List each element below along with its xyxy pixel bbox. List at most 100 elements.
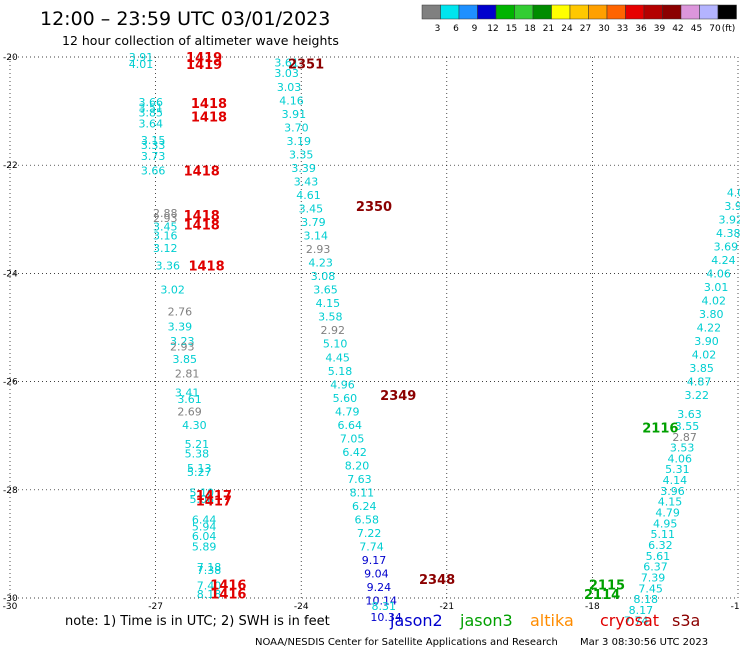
- y-tick-label: -20: [3, 53, 18, 63]
- wave-height-value: 3.23: [170, 335, 195, 348]
- colorbar-label: 18: [524, 24, 536, 34]
- wave-height-value: 5.89: [192, 541, 217, 554]
- wave-height-value: 2.76: [168, 305, 193, 318]
- wave-height-value: 3.73: [141, 150, 166, 163]
- wave-height-value: 3.66: [141, 165, 166, 178]
- wave-height-value: 5.10: [189, 487, 214, 500]
- wave-height-value: 3.15: [141, 134, 166, 147]
- wave-height-value: 3.45: [153, 220, 178, 233]
- colorbar-swatch: [699, 4, 719, 20]
- wave-height-value: 6.32: [648, 539, 673, 552]
- wave-height-value: 5.21: [185, 438, 210, 451]
- wave-height-value: 2.81: [175, 367, 200, 380]
- wave-height-value: 7.74: [359, 541, 384, 554]
- pass-number-label: 1418: [191, 111, 227, 126]
- x-tick-label: -15: [731, 602, 740, 612]
- pass-number-label: 2116: [642, 422, 678, 437]
- y-tick-label: -24: [3, 269, 18, 279]
- wave-height-value: 3.02: [160, 284, 185, 297]
- colorbar-swatch: [458, 4, 478, 20]
- wave-height-value: 7.38: [197, 564, 222, 577]
- wave-height-value: 7.63: [347, 473, 372, 486]
- wave-height-value: 7.45: [638, 582, 663, 595]
- wave-height-value: 3.08: [311, 270, 336, 283]
- colorbar-label: 36: [635, 24, 647, 34]
- colorbar-label: 15: [506, 24, 517, 34]
- wave-height-value: 7.05: [340, 432, 365, 445]
- wave-height-value: 6.58: [354, 514, 379, 527]
- colorbar-swatch: [643, 4, 663, 20]
- wave-height-value: 3.16: [153, 230, 178, 243]
- axis-ticks: -30 -27 -24 -21 -18 -15 -20 -22 -24 -26 -28 -30: [3, 53, 740, 612]
- wave-height-value: 8.18: [197, 588, 222, 601]
- pass-number-label: 2349: [380, 389, 416, 404]
- wave-height-value: 4.14: [663, 474, 688, 487]
- colorbar-swatch: [588, 4, 608, 20]
- wave-height-value: 2.93: [153, 212, 178, 225]
- wave-height-value: 3.43: [294, 175, 319, 188]
- wave-height-value: 9.24: [367, 581, 392, 594]
- wave-height-value: 4.02: [692, 349, 717, 362]
- wave-height-value: 3.61: [177, 393, 202, 406]
- colorbar-swatch: [551, 4, 571, 20]
- wave-height-value: 3.66: [138, 96, 163, 109]
- colorbar-label: 9: [472, 24, 478, 34]
- wave-height-value: 3.90: [694, 335, 719, 348]
- colorbar-label: 70: [709, 24, 721, 34]
- footer-credit: NOAA/NESDIS Center for Satellite Applica…: [255, 637, 558, 648]
- wave-height-value: 5.13: [187, 462, 212, 475]
- wave-height-value: 5.11: [651, 528, 676, 541]
- x-tick-label: -30: [3, 602, 18, 612]
- wave-height-value: 3.22: [684, 389, 709, 402]
- wave-height-value: 4.06: [668, 452, 693, 465]
- wave-height-value: 3.64: [138, 118, 163, 131]
- colorbar-label: 42: [672, 24, 683, 34]
- wave-height-value: 7.18: [197, 561, 222, 574]
- wave-height-value: 4.96: [330, 378, 355, 391]
- wave-height-value: 5.31: [665, 463, 690, 476]
- wave-height-value: 8.31: [371, 600, 396, 613]
- legend-jason3: jason3: [459, 611, 513, 630]
- wave-height-value: 4.45: [325, 351, 350, 364]
- wave-height-value: 3.79: [301, 216, 326, 229]
- wave-height-value: 3.55: [675, 420, 700, 433]
- wave-height-value: 9.17: [362, 554, 387, 567]
- wave-height-value: 8.18: [634, 593, 659, 606]
- colorbar-swatch: [532, 4, 552, 20]
- colorbar-label: 33: [617, 24, 628, 34]
- wave-height-value: 7.39: [641, 571, 666, 584]
- y-tick-label: -30: [3, 594, 18, 604]
- wave-height-value: 3.19: [287, 135, 312, 148]
- wave-height-value: 3.80: [699, 308, 724, 321]
- wave-height-value: 3.35: [289, 148, 314, 161]
- colorbar-label: 45: [691, 24, 702, 34]
- wave-height-value: 3.9: [724, 200, 740, 213]
- colorbar: 3 6 9 12 15 18 21 24 27 30 33 36 39 42 45 70 (ft): [421, 4, 737, 34]
- wave-height-value: 3.03: [274, 67, 299, 80]
- colorbar-label: 27: [580, 24, 591, 34]
- colorbar-label: 12: [487, 24, 498, 34]
- pass-number-label: 2115: [589, 578, 625, 593]
- colorbar-swatch: [717, 4, 737, 20]
- legend-cryosat: cryosat: [600, 611, 659, 630]
- colorbar-swatch: [514, 4, 534, 20]
- footer-timestamp: Mar 3 08:30:56 UTC 2023: [580, 637, 708, 648]
- wave-height-value: 4.01: [129, 58, 154, 71]
- pass-number-label: 1418: [188, 259, 224, 274]
- x-tick-label: -24: [294, 602, 309, 612]
- wave-height-value: 3.85: [689, 362, 714, 375]
- data-points: 3.914.013.663.513.853.643.153.333.733.66…: [129, 51, 740, 628]
- note-text: note: 1) Time is in UTC; 2) SWH is in fe…: [65, 614, 330, 629]
- pass-number-label: 1418: [184, 165, 220, 180]
- wave-height-value: 2.88: [153, 207, 178, 220]
- y-tick-label: -28: [3, 486, 18, 496]
- wave-height-value: 3.41: [175, 386, 200, 399]
- x-tick-label: -21: [439, 602, 454, 612]
- legend-s3a: s3a: [672, 611, 700, 630]
- wave-height-value: 2.93: [306, 243, 331, 256]
- wave-height-value: 3.53: [670, 442, 695, 455]
- wave-height-value: 3.39: [168, 320, 193, 333]
- wave-height-value: 4.95: [653, 517, 678, 530]
